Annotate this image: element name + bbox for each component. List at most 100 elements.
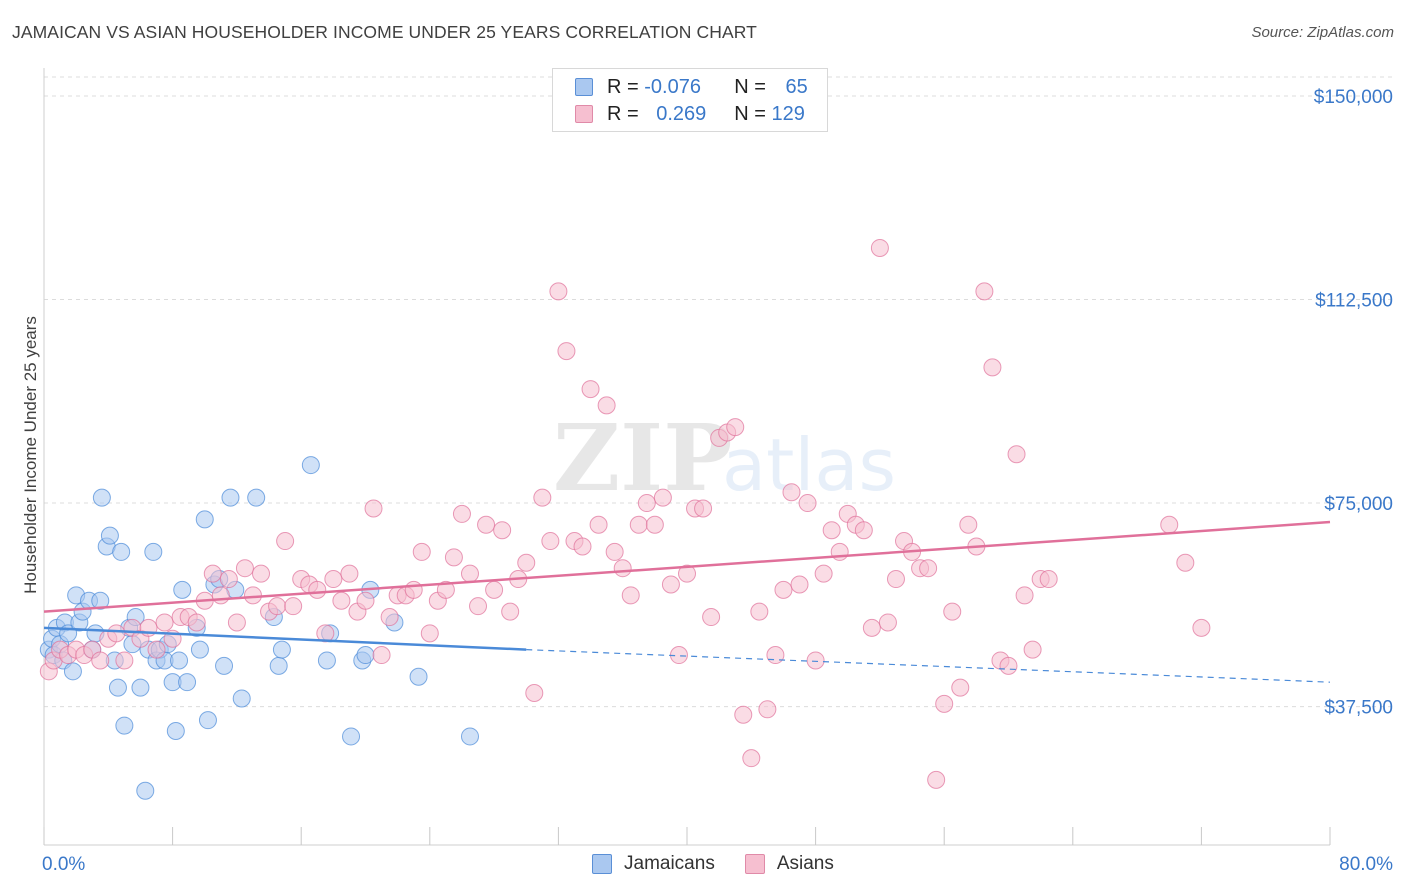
asians-point (115, 651, 134, 670)
jamaicans-point (170, 651, 189, 670)
watermark-zip: ZIP (553, 404, 732, 512)
asians-point (203, 564, 222, 583)
asians-point (678, 564, 696, 583)
asians-point (589, 515, 608, 534)
jamaicans-trend-line (43, 626, 527, 651)
asians-point (1023, 640, 1042, 659)
asians-point (308, 580, 327, 599)
asians-point (155, 613, 174, 632)
legend-row-asians: R = 0.269 N = 129 (575, 102, 805, 126)
asians-point (404, 580, 423, 599)
jamaicans-point (92, 488, 111, 507)
asians-point (541, 532, 560, 551)
legend-r-label: R = (607, 102, 645, 125)
jamaicans-point (221, 488, 240, 507)
asians-point (243, 586, 262, 605)
asians-point (597, 396, 616, 415)
jamaicans-point (342, 727, 361, 746)
asians-point (774, 580, 793, 599)
x-tick-label: 0.0% (42, 854, 85, 875)
asians-point (549, 282, 568, 301)
legend-label-jamaicans: Jamaicans (624, 853, 715, 874)
asians-point (284, 597, 303, 616)
legend-swatch-asians (575, 105, 593, 123)
asians-point (927, 770, 946, 789)
asians-point (645, 515, 664, 534)
jamaicans-point (108, 678, 127, 697)
legend-r-value: 0.269 (656, 102, 707, 125)
jamaicans-point (144, 542, 163, 561)
legend-swatch-jamaicans (592, 854, 612, 874)
y-tick-label: $37,500 (1324, 698, 1393, 719)
asians-point (364, 499, 383, 518)
asians-point (814, 564, 833, 583)
source-label: Source: ZipAtlas.com (1251, 24, 1394, 41)
asians-point (935, 694, 954, 713)
asians-point (766, 646, 785, 665)
y-tick-label: $75,000 (1324, 494, 1393, 515)
jamaicans-point (115, 716, 134, 735)
asians-point (573, 537, 592, 556)
jamaicans-point (272, 640, 291, 659)
asians-point (782, 483, 801, 502)
legend-n-label: N = (734, 75, 772, 98)
asians-point (1160, 515, 1179, 534)
asians-point (919, 559, 938, 578)
asians-point (477, 515, 496, 534)
asians-point (235, 559, 254, 578)
watermark-atlas: atlas (722, 423, 896, 507)
asians-point (790, 575, 809, 594)
asians-trend-line (43, 520, 1331, 613)
legend-n-value: 129 (771, 102, 805, 125)
asians-point (870, 238, 889, 257)
asians-point (975, 282, 994, 301)
asians-point (621, 586, 640, 605)
asians-point (501, 602, 520, 621)
asians-point (1192, 618, 1211, 637)
legend-item-jamaicans[interactable]: Jamaicans (592, 853, 715, 875)
asians-point (1039, 570, 1058, 589)
jamaicans-point (178, 673, 197, 692)
asians-point (444, 548, 463, 567)
asians-point (1015, 586, 1034, 605)
legend-n-value: 65 (785, 75, 808, 98)
y-tick-label: $150,000 (1314, 87, 1393, 108)
jamaicans-point (460, 727, 479, 746)
asians-point (742, 749, 761, 768)
asians-point (517, 553, 536, 572)
legend-n-label: N = (734, 102, 772, 125)
asians-point (854, 521, 873, 540)
asians-point (726, 418, 745, 437)
asians-point (276, 532, 295, 551)
asians-point (886, 570, 905, 589)
jamaicans-point (166, 722, 185, 741)
asians-point (999, 656, 1018, 675)
asians-point (469, 597, 488, 616)
asians-point (533, 488, 552, 507)
asians-point (637, 494, 656, 513)
asians-point (862, 618, 881, 637)
legend-item-asians[interactable]: Asians (744, 853, 834, 875)
asians-point (268, 597, 287, 616)
asians-point (252, 564, 271, 583)
asians-point (332, 591, 351, 610)
jamaicans-point (301, 456, 320, 475)
asians-point (983, 358, 1002, 377)
asians-point (219, 570, 238, 589)
asians-point (485, 580, 504, 599)
asians-point (758, 700, 777, 719)
asians-point (436, 580, 455, 599)
chart-title: JAMAICAN VS ASIAN HOUSEHOLDER INCOME UND… (12, 22, 757, 42)
correlation-legend: R = -0.076 N = 65 R = 0.269 N = 129 (552, 68, 828, 132)
asians-point (324, 570, 343, 589)
grid-lines (44, 76, 1395, 708)
jamaicans-point (269, 656, 288, 675)
jamaicans-point (100, 526, 119, 545)
asians-point (493, 521, 512, 540)
y-tick-label: $112,500 (1315, 291, 1393, 312)
watermark: ZIP atlas (553, 404, 896, 512)
asians-point (734, 705, 753, 724)
jamaicans-point (215, 656, 234, 675)
jamaicans-point (173, 580, 192, 599)
asians-point (460, 564, 479, 583)
